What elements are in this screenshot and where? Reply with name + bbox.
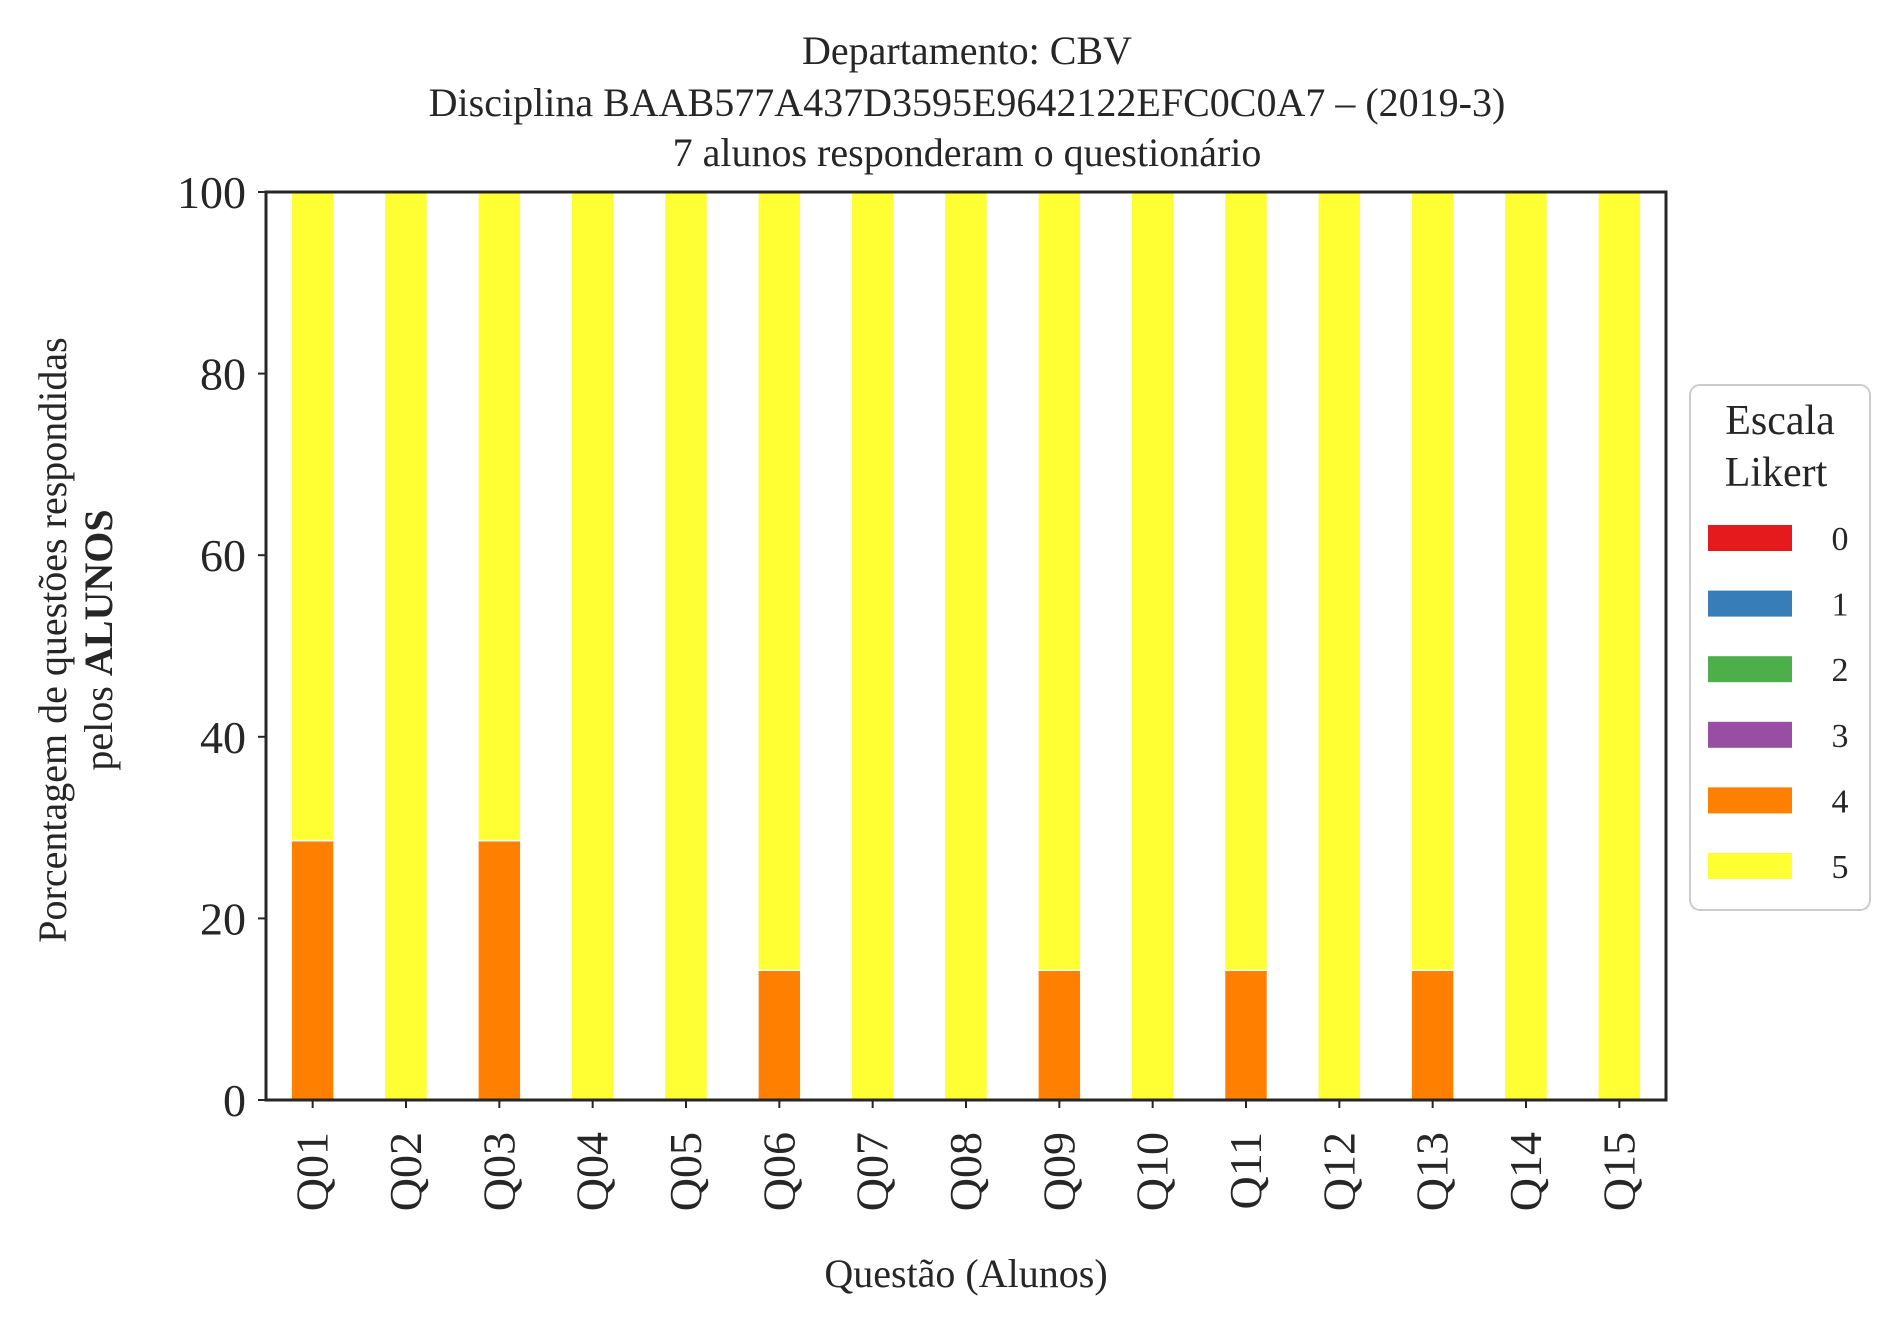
x-tick-label-Q04: Q04 xyxy=(567,1132,618,1211)
bar-Q03-scale-5 xyxy=(477,191,522,842)
legend-title-line-2: Likert xyxy=(1725,450,1828,496)
bar-Q01-scale-4 xyxy=(290,839,335,1101)
y-tick-label-100: 100 xyxy=(177,167,246,218)
y-axis-label-line-2: pelos ALUNOS xyxy=(76,509,121,770)
bars-group xyxy=(290,191,1642,1101)
bar-Q02-scale-5 xyxy=(383,191,429,1101)
bar-Q06-scale-5 xyxy=(757,191,802,971)
bar-Q14-scale-5 xyxy=(1503,191,1549,1101)
x-tick-label-Q11: Q11 xyxy=(1220,1132,1271,1210)
legend-label-4: 4 xyxy=(1832,783,1849,820)
bar-Q15-scale-5 xyxy=(1597,191,1642,1101)
legend-label-1: 1 xyxy=(1832,587,1849,624)
legend-label-3: 3 xyxy=(1832,718,1849,755)
bar-Q09-scale-4 xyxy=(1037,969,1082,1101)
legend-label-2: 2 xyxy=(1832,652,1849,689)
x-tick-label-Q07: Q07 xyxy=(847,1132,898,1211)
y-tick-label-40: 40 xyxy=(200,712,246,763)
x-tick-label-Q06: Q06 xyxy=(753,1132,804,1211)
bar-Q03-scale-4 xyxy=(477,839,522,1101)
bar-Q04-scale-5 xyxy=(570,191,615,1101)
y-tick-label-20: 20 xyxy=(200,893,246,944)
bar-Q11-scale-5 xyxy=(1223,191,1269,971)
x-tick-label-Q12: Q12 xyxy=(1313,1132,1364,1211)
y-axis-label-prefix: pelos xyxy=(76,676,121,770)
bar-Q12-scale-5 xyxy=(1317,191,1362,1101)
bar-Q10-scale-5 xyxy=(1130,191,1175,1101)
x-tick-label-Q10: Q10 xyxy=(1127,1132,1178,1211)
legend-swatch-5 xyxy=(1708,853,1792,879)
x-tick-label-Q13: Q13 xyxy=(1407,1132,1458,1211)
y-axis-label-line-1: Porcentagem de questões respondidas xyxy=(30,337,75,942)
bar-Q01-scale-5 xyxy=(290,191,335,842)
bar-Q09-scale-5 xyxy=(1037,191,1082,971)
bar-Q08-scale-5 xyxy=(943,191,989,1101)
bar-Q05-scale-5 xyxy=(663,191,709,1101)
legend-title-line-1: Escala xyxy=(1725,398,1835,444)
bar-Q13-scale-4 xyxy=(1410,969,1455,1101)
y-ticks-group: 0 20 40 60 80 100 xyxy=(177,167,266,1126)
legend-swatch-4 xyxy=(1708,787,1792,814)
y-tick-label-60: 60 xyxy=(200,530,246,581)
legend-label-0: 0 xyxy=(1832,521,1849,558)
y-axis-label-bold: ALUNOS xyxy=(76,509,121,676)
legend-swatch-3 xyxy=(1708,721,1792,748)
bar-Q11-scale-4 xyxy=(1223,969,1269,1101)
chart-title-line-3: 7 alunos responderam o questionário xyxy=(673,130,1262,175)
x-tick-label-Q15: Q15 xyxy=(1593,1132,1644,1211)
x-tick-label-Q09: Q09 xyxy=(1033,1132,1084,1211)
y-axis-label: Porcentagem de questões respondidas pelo… xyxy=(30,337,121,942)
x-axis-label: Questão (Alunos) xyxy=(824,1251,1107,1296)
x-tick-label-Q01: Q01 xyxy=(287,1132,338,1211)
chart-title-line-2: Disciplina BAAB577A437D3595E9642122EFC0C… xyxy=(429,80,1506,125)
x-ticks-group: Q01 Q02 Q03 Q04 Q05 Q06 Q07 Q08 Q09 Q10 Q11 Q12 Q13 Q… xyxy=(287,1100,1644,1211)
chart-title-line-1: Departamento: CBV xyxy=(802,28,1132,73)
bar-Q13-scale-5 xyxy=(1410,191,1455,971)
plot-frame xyxy=(264,190,1668,1102)
bar-Q06-scale-4 xyxy=(757,969,802,1101)
legend-items: 0 1 2 3 4 5 xyxy=(1708,521,1849,886)
x-tick-label-Q03: Q03 xyxy=(473,1132,524,1211)
legend-swatch-1 xyxy=(1708,590,1792,617)
legend-swatch-2 xyxy=(1708,656,1792,683)
y-tick-label-80: 80 xyxy=(200,349,246,400)
x-tick-label-Q08: Q08 xyxy=(940,1132,991,1211)
x-tick-label-Q05: Q05 xyxy=(660,1132,711,1211)
x-tick-label-Q14: Q14 xyxy=(1500,1132,1551,1211)
bar-Q07-scale-5 xyxy=(850,191,895,1101)
y-tick-label-0: 0 xyxy=(223,1075,246,1126)
legend-label-5: 5 xyxy=(1832,849,1849,886)
legend-swatch-0 xyxy=(1708,525,1792,551)
legend: Escala Likert 0 1 2 3 4 5 xyxy=(1689,384,1871,911)
x-tick-label-Q02: Q02 xyxy=(380,1132,431,1211)
legend-box xyxy=(1689,384,1871,911)
